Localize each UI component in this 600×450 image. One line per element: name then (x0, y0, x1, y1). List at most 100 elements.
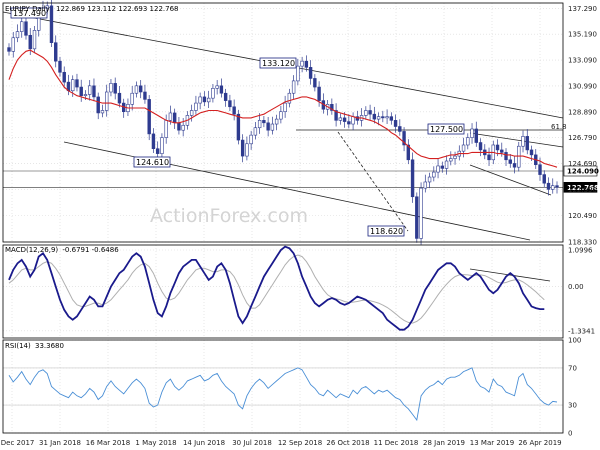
candle-body (211, 87, 215, 99)
macd-title: MACD(12,26,9) (5, 246, 58, 254)
annotation-box (133, 156, 171, 168)
candle-body (478, 142, 483, 151)
candle-body (296, 65, 300, 82)
candle-body (130, 92, 134, 105)
candle-body (117, 92, 122, 104)
main-header: EURJPY Daily 122.869 123.112 122.693 122… (5, 5, 178, 13)
annotation-label: 137.490 (13, 9, 46, 18)
x-tick-label: 13 Mar 2019 (470, 439, 514, 447)
y-tick-label: 130.990 (568, 82, 597, 90)
candle-body (381, 116, 385, 119)
candle-body (287, 92, 292, 104)
macd-trend-line (469, 268, 551, 282)
price-tag-label: 122.768 (567, 184, 599, 192)
candle-body (172, 112, 177, 124)
candle-body (461, 144, 466, 152)
candle-body (58, 60, 62, 73)
candle-body (28, 34, 32, 50)
annotation-box (427, 123, 465, 135)
candle-body (232, 106, 236, 115)
x-tick-label: 1 May 2018 (135, 439, 176, 447)
candle-body (402, 131, 406, 146)
candle-body (517, 145, 521, 168)
candle-body (168, 112, 173, 121)
x-tick-label: 31 Jan 2018 (39, 439, 81, 447)
annotation-label: 124.610 (136, 158, 169, 167)
rsi-line (8, 367, 558, 422)
price-tag-box (563, 181, 598, 193)
candle-body (376, 116, 381, 120)
candle-body (223, 92, 228, 101)
candle-body (351, 116, 355, 125)
candle-body (449, 158, 453, 162)
candle-body (368, 110, 372, 115)
candle-body (330, 104, 334, 111)
candle-body (542, 174, 546, 184)
y-tick-label: 0 (568, 430, 572, 438)
candle-body (347, 121, 351, 125)
x-tick-label: 12 Sep 2018 (278, 439, 322, 447)
candle-body (7, 47, 11, 52)
candle-body (253, 127, 258, 136)
y-tick-label: 135.190 (568, 31, 597, 39)
y-tick-label: 122.590 (568, 186, 597, 194)
x-tick-label: 30 Jul 2018 (232, 439, 272, 447)
candle-body (11, 37, 15, 52)
candle-body (49, 5, 54, 43)
candle-body (555, 185, 559, 188)
candle-body (338, 117, 343, 121)
y-tick-label: 70 (568, 364, 577, 372)
candle-body (88, 85, 92, 95)
candle-body (164, 120, 168, 138)
candle-body (266, 122, 270, 131)
candle-body (508, 159, 512, 164)
candle-body (466, 137, 470, 146)
candle-body (470, 128, 474, 138)
y-tick-label: 30 (568, 402, 577, 410)
rsi-title: RSI(14) (5, 342, 31, 350)
candle-body (389, 116, 394, 121)
candle-body (54, 42, 58, 62)
y-tick-label: 1.0996 (568, 246, 593, 254)
candle-body (410, 159, 415, 198)
y-tick-label: 126.790 (568, 134, 597, 142)
rsi-values: 33.3680 (35, 342, 64, 350)
y-tick-label: 100 (568, 337, 581, 345)
y-tick-label: 124.690 (568, 160, 597, 168)
candle-body (274, 118, 279, 125)
candle-body (160, 137, 164, 154)
candle-body (291, 80, 296, 94)
symbol: EURJPY (5, 5, 31, 13)
candle-body (283, 102, 287, 113)
candle-body (500, 149, 504, 153)
candle-body (504, 152, 508, 161)
candle-body (538, 164, 542, 175)
candle-body (372, 113, 377, 120)
candle-body (364, 110, 368, 116)
candle-body (15, 31, 20, 39)
interval: Daily (32, 5, 50, 13)
candle-body (444, 160, 449, 169)
candle-body (334, 110, 338, 121)
x-tick-label: 11 Dec 2018 (374, 439, 419, 447)
price-tag-label: 124.090 (567, 168, 599, 176)
candle-body (198, 96, 202, 104)
y-tick-label: 120.490 (568, 212, 597, 220)
candle-body (249, 134, 253, 145)
y-tick-label: 137.290 (568, 5, 597, 13)
price-tag-box (563, 165, 598, 177)
candle-body (406, 144, 411, 161)
candle-body (453, 155, 457, 159)
candle-body (92, 85, 96, 98)
candle-body (432, 171, 436, 178)
candle-body (202, 96, 207, 103)
candle-body (215, 85, 219, 89)
candle-body (308, 67, 313, 79)
candle-body (71, 79, 75, 92)
annotation-box (10, 7, 48, 19)
y-tick-label: 118.330 (568, 239, 597, 247)
candle-body (32, 30, 37, 50)
x-tick-label: 14 Dec 2017 (0, 439, 34, 447)
macd-values: -0.6791 -0.6486 (62, 246, 119, 254)
